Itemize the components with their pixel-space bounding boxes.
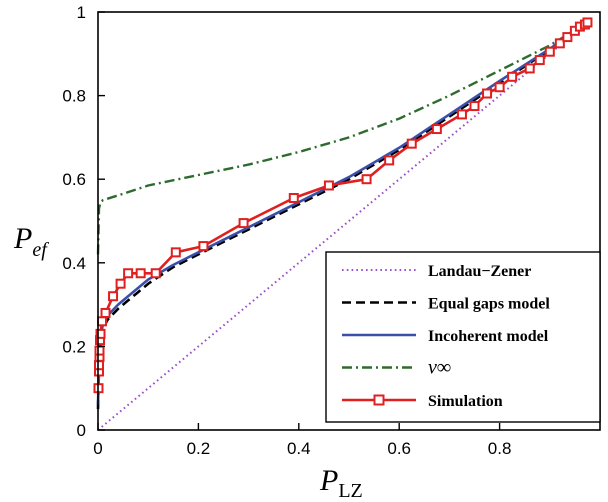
simulation-point xyxy=(100,307,111,318)
simulation-point xyxy=(507,71,518,82)
simulation-point xyxy=(534,55,545,66)
simulation-point xyxy=(494,82,505,93)
simulation-point xyxy=(108,291,119,302)
simulation-point xyxy=(94,345,105,356)
simulation-point xyxy=(582,17,593,28)
simulation-point xyxy=(123,268,134,279)
legend-label-1: Equal gaps model xyxy=(428,296,550,313)
simulation-point xyxy=(150,268,161,279)
legend-label-0: Landau−Zener xyxy=(428,263,531,280)
series-line-0 xyxy=(97,21,589,431)
simulation-point xyxy=(482,88,493,99)
y-tick-label: 0.6 xyxy=(62,170,86,189)
simulation-point xyxy=(95,328,106,339)
x-tick-label: 0.6 xyxy=(387,439,411,458)
simulation-point xyxy=(238,218,249,229)
y-tick-label: 0.8 xyxy=(62,87,86,106)
x-tick-label: 0.2 xyxy=(187,439,211,458)
x-tick-label: 0.8 xyxy=(488,439,512,458)
simulation-point xyxy=(97,316,108,327)
simulation-point xyxy=(94,360,105,371)
y-tick-label: 1 xyxy=(77,3,86,22)
simulation-point xyxy=(384,155,395,166)
y-tick-label: 0 xyxy=(77,421,86,440)
series-line-3 xyxy=(96,21,589,255)
x-axis-label-sub: LZ xyxy=(338,480,362,502)
simulation-point xyxy=(562,32,573,43)
legend: Landau−Zener Equal gaps model Incoherent m… xyxy=(325,251,601,423)
simulation-point xyxy=(544,46,555,57)
legend-marker xyxy=(373,394,385,406)
x-tick-label: 0 xyxy=(93,439,102,458)
legend-label-4: Simulation xyxy=(428,393,503,410)
x-axis-label-main: P xyxy=(319,464,338,497)
legend-label-2: Incoherent model xyxy=(428,328,549,345)
simulation-point xyxy=(361,174,372,185)
series-line-1 xyxy=(96,21,589,410)
simulation-point xyxy=(456,109,467,120)
simulation-point xyxy=(198,241,209,252)
x-tick-label: 0.4 xyxy=(287,439,311,458)
simulation-point xyxy=(135,268,146,279)
y-axis-label-main: P xyxy=(13,222,32,255)
simulation-point xyxy=(406,138,417,149)
series-layer xyxy=(93,17,593,431)
legend-items: Landau−Zener Equal gaps model Incoherent m… xyxy=(342,263,550,410)
plot-frame xyxy=(97,11,601,431)
simulation-point xyxy=(431,124,442,135)
simulation-point xyxy=(115,278,126,289)
legend-label-3: v∞ xyxy=(428,357,451,379)
simulation-point xyxy=(469,101,480,112)
x-axis-label: PLZ xyxy=(319,464,363,502)
y-tick-label: 0.4 xyxy=(62,254,86,273)
y-tick-label: 0.2 xyxy=(62,337,86,356)
y-axis-label: Pef xyxy=(13,222,49,261)
simulation-point xyxy=(524,63,535,74)
ticks-layer: 0 0.2 0.4 0.6 0.8 0 0.2 0.4 0.6 0.8 1 xyxy=(62,3,511,458)
simulation-point xyxy=(554,38,565,49)
simulation-point xyxy=(170,247,181,258)
y-axis-label-sub: ef xyxy=(32,239,49,261)
legend-box xyxy=(325,251,601,423)
simulation-point xyxy=(323,180,334,191)
simulation-point xyxy=(288,193,299,204)
